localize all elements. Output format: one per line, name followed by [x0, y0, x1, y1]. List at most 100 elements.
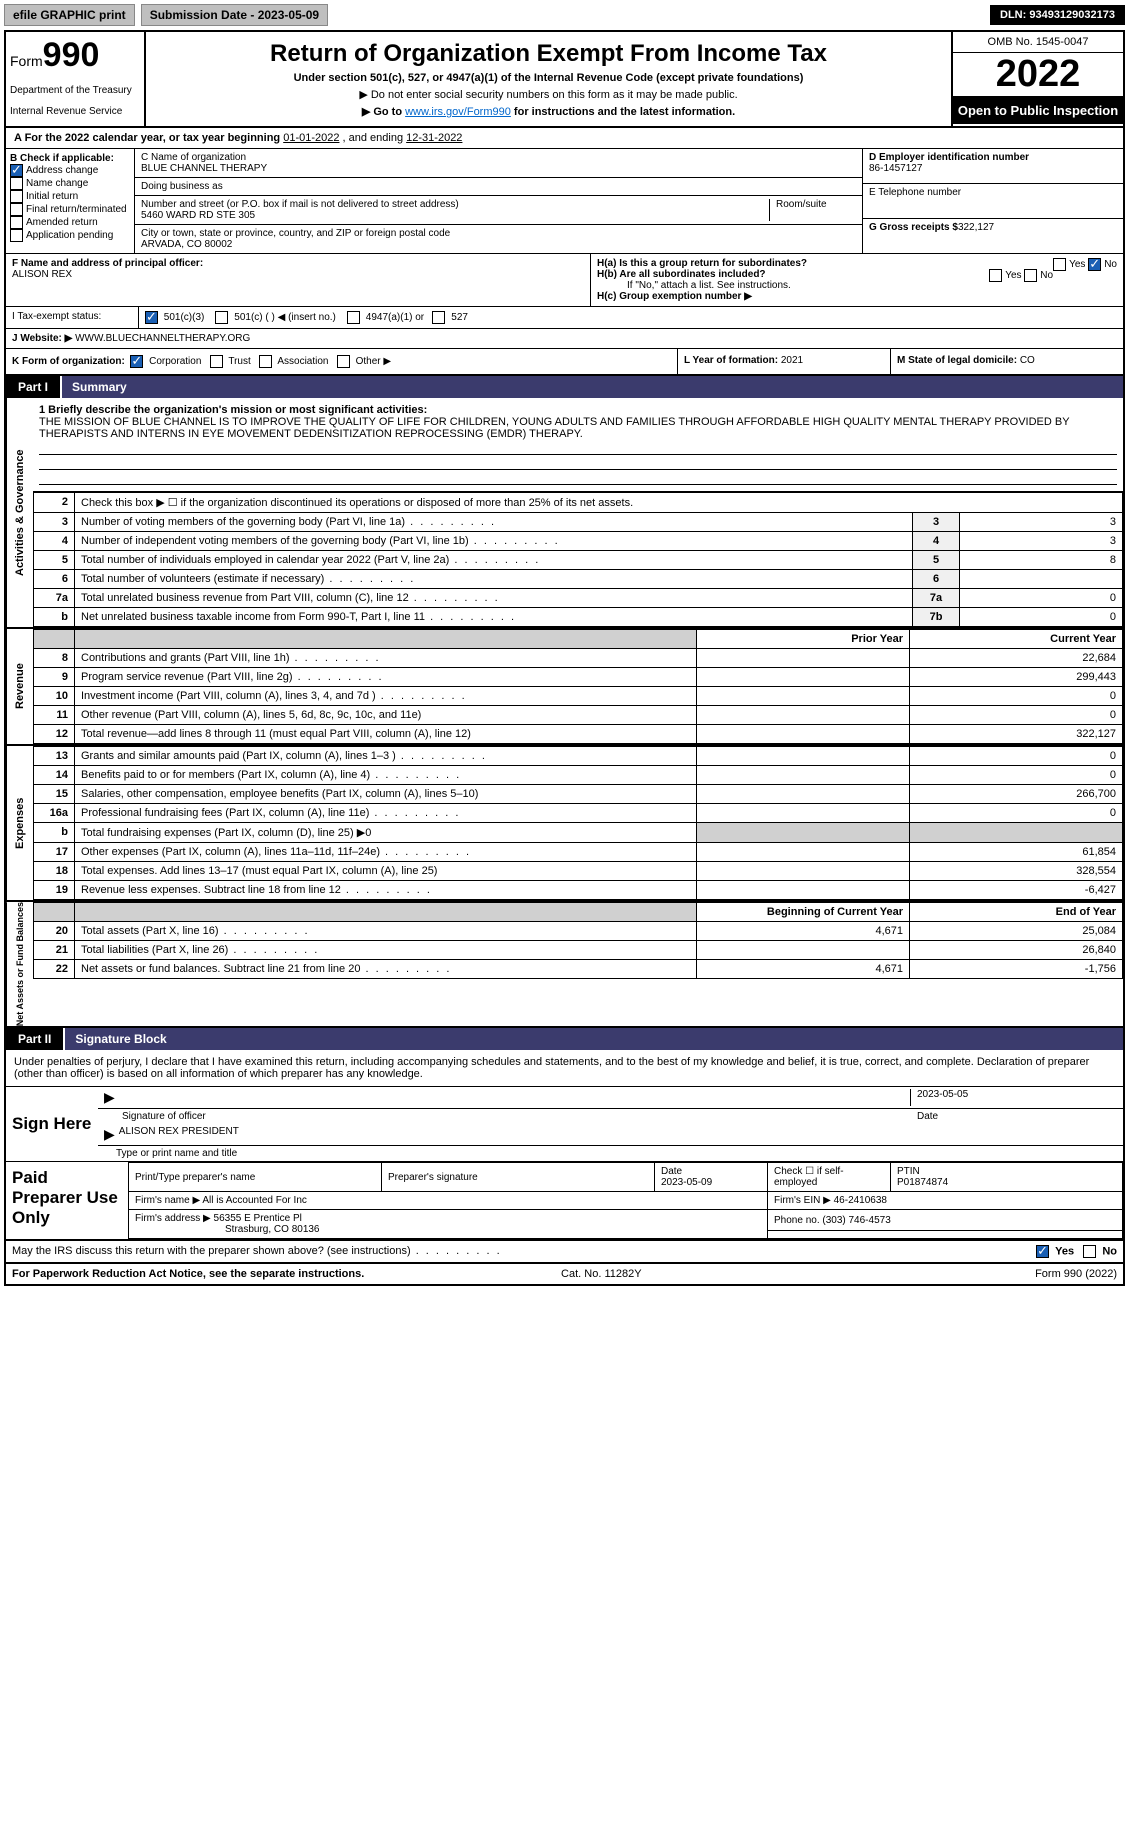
opt-4947: 4947(a)(1) or: [366, 312, 424, 323]
form-990-page: Form990 Department of the Treasury Inter…: [4, 30, 1125, 1286]
line-num: 4: [34, 532, 75, 551]
vtab-revenue: Revenue: [6, 629, 33, 744]
dln-label: DLN: 93493129032173: [990, 5, 1125, 25]
chk-amended[interactable]: Amended return: [10, 216, 130, 229]
line-val: 3: [960, 513, 1123, 532]
line-desc: Total revenue—add lines 8 through 11 (mu…: [75, 725, 697, 744]
col-end: End of Year: [910, 903, 1123, 922]
current-val: 0: [910, 747, 1123, 766]
firm-addr1: 56355 E Prentice Pl: [214, 1213, 302, 1224]
self-emp-chk: Check ☐ if self-employed: [768, 1163, 891, 1192]
checkbox-icon[interactable]: [337, 355, 350, 368]
checkbox-icon[interactable]: [215, 311, 228, 324]
irs-link[interactable]: www.irs.gov/Form990: [405, 106, 511, 118]
checkbox-icon[interactable]: [1036, 1245, 1049, 1258]
checkbox-icon[interactable]: [1024, 269, 1037, 282]
checkbox-icon[interactable]: [347, 311, 360, 324]
line-num: 10: [34, 687, 75, 706]
year-begin: 01-01-2022: [283, 132, 339, 144]
chk-final-return[interactable]: Final return/terminated: [10, 203, 130, 216]
street-value: 5460 WARD RD STE 305: [141, 210, 763, 221]
line-box: 5: [913, 551, 960, 570]
checkbox-icon[interactable]: [432, 311, 445, 324]
mission-block: 1 Briefly describe the organization's mi…: [33, 398, 1123, 492]
prep-table: Print/Type preparer's name Preparer's si…: [128, 1162, 1123, 1239]
line-desc: Contributions and grants (Part VIII, lin…: [75, 649, 697, 668]
chk-label: Initial return: [26, 191, 78, 202]
chk-label: Name change: [26, 178, 88, 189]
principal-officer: F Name and address of principal officer:…: [6, 254, 591, 306]
prior-val: [697, 862, 910, 881]
chk-name-change[interactable]: Name change: [10, 177, 130, 190]
efile-print-button[interactable]: efile GRAPHIC print: [4, 4, 135, 26]
mission-label: 1 Briefly describe the organization's mi…: [39, 404, 1117, 416]
prior-val: [697, 804, 910, 823]
begin-val: 4,671: [697, 960, 910, 979]
prep-fields: Print/Type preparer's name Preparer's si…: [128, 1162, 1123, 1239]
line-desc: Total assets (Part X, line 16): [75, 922, 697, 941]
city-value: ARVADA, CO 80002: [141, 239, 856, 250]
sig-date: 2023-05-05: [910, 1089, 1117, 1106]
goto-line: ▶ Go to www.irs.gov/Form990 for instruct…: [156, 105, 941, 118]
checkbox-icon: [10, 229, 23, 242]
checkbox-icon[interactable]: [1053, 258, 1066, 271]
goto-prefix: ▶ Go to: [362, 106, 405, 118]
line-desc: Revenue less expenses. Subtract line 18 …: [75, 881, 697, 900]
current-val: 322,127: [910, 725, 1123, 744]
dba-block: Doing business as: [135, 178, 862, 196]
prior-val: [697, 881, 910, 900]
row-i-tax-status: I Tax-exempt status: 501(c)(3) 501(c) ( …: [6, 307, 1123, 329]
checkbox-icon: [10, 203, 23, 216]
current-val: 0: [910, 687, 1123, 706]
chk-initial-return[interactable]: Initial return: [10, 190, 130, 203]
current-val: [910, 823, 1123, 843]
lines-ag-table: 2Check this box ▶ ☐ if the organization …: [33, 492, 1123, 627]
line-num: 3: [34, 513, 75, 532]
checkbox-icon[interactable]: [1088, 258, 1101, 271]
form-subtitle: Under section 501(c), 527, or 4947(a)(1)…: [156, 72, 941, 84]
header-right: OMB No. 1545-0047 2022 Open to Public In…: [951, 32, 1123, 126]
line-desc: Total expenses. Add lines 13–17 (must eq…: [75, 862, 697, 881]
line-desc: Investment income (Part VIII, column (A)…: [75, 687, 697, 706]
line-num: [34, 630, 75, 649]
yes-label: Yes: [1069, 259, 1085, 270]
blank-line: [39, 455, 1117, 470]
form-990-num: 990: [43, 36, 100, 74]
line-desc: Professional fundraising fees (Part IX, …: [75, 804, 697, 823]
checkbox-icon[interactable]: [1083, 1245, 1096, 1258]
checkbox-icon[interactable]: [130, 355, 143, 368]
line-desc: Total number of volunteers (estimate if …: [75, 570, 913, 589]
yes-label: Yes: [1005, 270, 1021, 281]
city-block: City or town, state or province, country…: [135, 225, 862, 253]
table-row: 3Number of voting members of the governi…: [34, 513, 1123, 532]
checkbox-icon[interactable]: [210, 355, 223, 368]
line-num: b: [34, 823, 75, 843]
chk-label: Final return/terminated: [26, 204, 127, 215]
line-num: b: [34, 608, 75, 627]
checkbox-icon[interactable]: [989, 269, 1002, 282]
part-number: Part II: [6, 1028, 65, 1050]
line-num: 8: [34, 649, 75, 668]
no-label: No: [1040, 270, 1053, 281]
table-row: 14Benefits paid to or for members (Part …: [34, 766, 1123, 785]
col-b-header: B Check if applicable:: [10, 153, 130, 164]
chk-app-pending[interactable]: Application pending: [10, 229, 130, 242]
no-label: No: [1102, 1246, 1117, 1258]
line-num: 20: [34, 922, 75, 941]
chk-address-change[interactable]: Address change: [10, 164, 130, 177]
city-label: City or town, state or province, country…: [141, 228, 856, 239]
firm-name: All is Accounted For Inc: [202, 1195, 307, 1206]
checkbox-icon[interactable]: [145, 311, 158, 324]
form-of-org: K Form of organization: Corporation Trus…: [6, 349, 677, 374]
form-header: Form990 Department of the Treasury Inter…: [6, 32, 1123, 128]
form-prefix: Form: [10, 53, 43, 69]
submission-date-button[interactable]: Submission Date - 2023-05-09: [141, 4, 328, 26]
table-row: Beginning of Current YearEnd of Year: [34, 903, 1123, 922]
table-row: 4Number of independent voting members of…: [34, 532, 1123, 551]
checkbox-icon[interactable]: [259, 355, 272, 368]
table-row: Firm's address ▶ 56355 E Prentice Pl Str…: [129, 1210, 1123, 1231]
dba-label: Doing business as: [141, 181, 856, 192]
firm-phone-cell: Phone no. (303) 746-4573: [768, 1210, 1123, 1231]
row-j-website: J Website: ▶ WWW.BLUECHANNELTHERAPY.ORG: [6, 329, 1123, 349]
org-name: BLUE CHANNEL THERAPY: [141, 163, 856, 174]
